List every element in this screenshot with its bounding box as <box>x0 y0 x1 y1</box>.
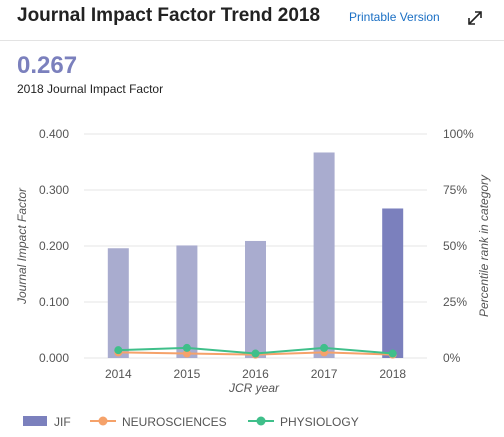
printable-version-link[interactable]: Printable Version <box>349 10 440 24</box>
y-axis-label: Journal Impact Factor <box>15 187 29 305</box>
y-tick-label: 0.100 <box>39 295 69 309</box>
x-axis-ticks: 2014 2015 2016 2017 2018 <box>105 367 406 381</box>
x-axis-label: JCR year <box>228 381 280 395</box>
legend-swatch-jif <box>23 416 47 426</box>
y-tick-label: 0.000 <box>39 351 69 365</box>
y2-axis-label: Percentile rank in category <box>477 174 491 317</box>
category-lines <box>114 343 397 359</box>
y2-tick-label: 75% <box>443 183 467 197</box>
y-tick-label: 0.400 <box>39 127 69 141</box>
x-tick-label: 2016 <box>242 367 269 381</box>
y2-axis-ticks: 0% 25% 50% 75% 100% <box>443 127 474 365</box>
x-tick-label: 2015 <box>174 367 201 381</box>
legend-label-jif: JIF <box>54 415 71 429</box>
physiology-point <box>251 349 260 358</box>
y2-tick-label: 0% <box>443 351 461 365</box>
impact-factor-chart: 0.000 0.100 0.200 0.300 0.400 0% 25% 50% 75% 100… <box>15 127 491 395</box>
physiology-point <box>388 349 397 358</box>
jif-bar <box>107 248 129 358</box>
header: Journal Impact Factor Trend 2018 Printab… <box>0 0 504 38</box>
neurosciences-point <box>182 349 191 358</box>
jif-bar <box>382 208 404 358</box>
y-axis-ticks: 0.000 0.100 0.200 0.300 0.400 <box>39 127 69 365</box>
page-title: Journal Impact Factor Trend 2018 <box>17 5 321 26</box>
physiology-point <box>182 343 191 352</box>
legend-swatch-physiology <box>248 416 274 426</box>
x-tick-label: 2018 <box>379 367 406 381</box>
y2-tick-label: 25% <box>443 295 467 309</box>
y2-tick-label: 100% <box>443 127 474 141</box>
physiology-point <box>114 346 123 355</box>
legend-label-physiology: PHYSIOLOGY <box>280 415 359 429</box>
legend-label-neurosciences: NEUROSCIENCES <box>122 415 227 429</box>
jif-bars <box>107 152 404 358</box>
physiology-point <box>320 343 329 352</box>
x-tick-label: 2014 <box>105 367 132 381</box>
y-tick-label: 0.200 <box>39 239 69 253</box>
x-tick-label: 2017 <box>311 367 338 381</box>
header-divider <box>0 40 504 41</box>
legend-swatch-neurosciences <box>90 416 116 426</box>
impact-factor-label: 2018 Journal Impact Factor <box>17 82 164 96</box>
jif-bar <box>245 240 266 358</box>
y2-tick-label: 50% <box>443 239 467 253</box>
y-tick-label: 0.300 <box>39 183 69 197</box>
impact-factor-value: 0.267 <box>17 52 78 79</box>
expand-arrows-icon[interactable] <box>466 9 484 27</box>
jif-bar <box>313 152 335 358</box>
jif-bar <box>176 245 198 358</box>
